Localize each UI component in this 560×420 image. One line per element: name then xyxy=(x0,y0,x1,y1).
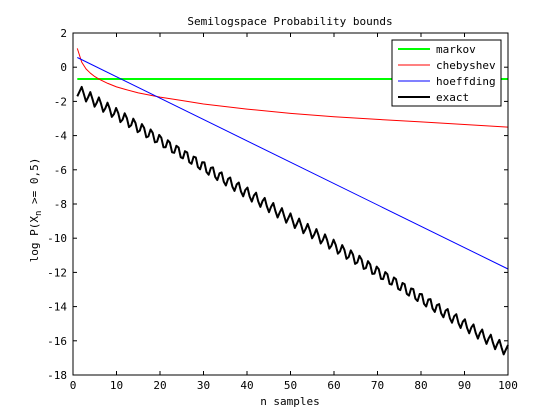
series-line-exact xyxy=(76,85,509,356)
legend-label-exact: exact xyxy=(436,91,469,104)
y-tick-label: -14 xyxy=(47,301,67,314)
x-tick-label: 100 xyxy=(498,379,518,392)
x-axis-label: n samples xyxy=(260,395,320,408)
series-line-chebyshev xyxy=(76,48,509,128)
y-tick-label: -2 xyxy=(54,95,67,108)
legend-label-hoeffding: hoeffding xyxy=(436,75,496,88)
y-tick-label: -10 xyxy=(47,232,67,245)
x-tick-label: 60 xyxy=(327,379,340,392)
y-axis-label: log P(Xn >= 0,5) xyxy=(28,158,44,263)
y-tick-label: -18 xyxy=(47,369,67,382)
y-axis-label-subscript: n xyxy=(34,211,44,216)
legend-box xyxy=(391,39,502,107)
x-tick-label: 20 xyxy=(153,379,166,392)
x-tick-label: 40 xyxy=(240,379,253,392)
x-tick-label: 90 xyxy=(458,379,471,392)
x-tick-label: 50 xyxy=(284,379,297,392)
y-axis-label-main: log P(X xyxy=(28,216,41,263)
y-tick-label: -6 xyxy=(54,164,67,177)
y-tick-label: 2 xyxy=(60,27,67,40)
series-line-hoeffding xyxy=(77,57,509,270)
legend-label-chebyshev: chebyshev xyxy=(436,59,496,72)
y-tick-label: 0 xyxy=(60,61,67,74)
x-tick-label: 10 xyxy=(110,379,123,392)
legend-label-markov: markov xyxy=(436,43,476,56)
y-tick-label: -8 xyxy=(54,198,67,211)
x-tick-label: 30 xyxy=(197,379,210,392)
legend: markov chebyshev hoeffding exact xyxy=(391,39,502,107)
axis-ticks: 0 10 20 30 40 50 60 70 80 90 10020-2-4-6-8-10-12-1… xyxy=(47,27,518,392)
x-tick-label: 0 xyxy=(70,379,77,392)
y-tick-label: -12 xyxy=(47,266,67,279)
chart-title: Semilogspace Probability bounds xyxy=(187,15,392,28)
y-axis-label-tail: >= 0,5) xyxy=(28,158,41,211)
x-tick-label: 70 xyxy=(371,379,384,392)
y-tick-label: -16 xyxy=(47,335,67,348)
x-tick-label: 80 xyxy=(414,379,427,392)
y-tick-label: -4 xyxy=(54,130,68,143)
